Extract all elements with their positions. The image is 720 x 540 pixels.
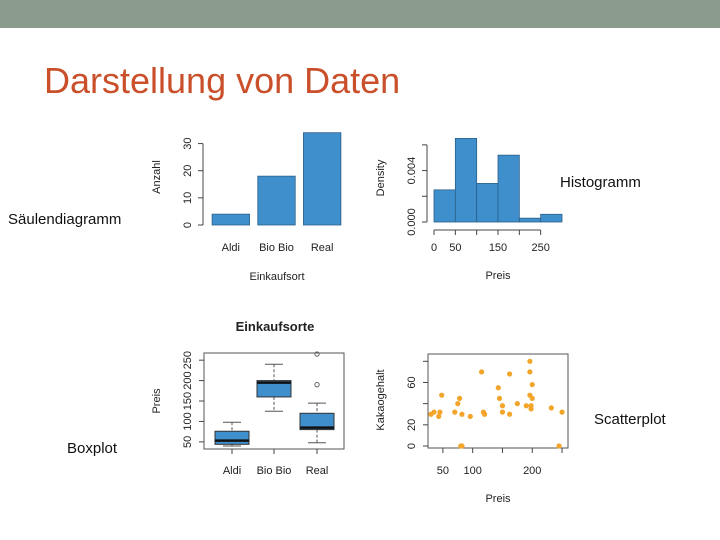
x-tick-label: Bio Bio: [259, 242, 294, 254]
y-axis-label: Preis: [151, 388, 163, 414]
scatter-point: [467, 413, 473, 419]
histogram-bar: [518, 217, 542, 223]
label-histogram: Histogramm: [560, 174, 641, 191]
scatter-point: [529, 395, 535, 401]
scatter-point: [499, 409, 506, 415]
y-axis-label: Kakaogehalt: [375, 369, 387, 430]
scatter-point: [507, 411, 513, 417]
histogram-chart: 0.000 0.004 0 50 150 250 Preis Density: [375, 138, 563, 282]
plot-frame: [427, 353, 569, 449]
y-tick-label: 100: [182, 412, 194, 430]
scatter-point: [527, 369, 533, 375]
x-tick-label: 50: [437, 465, 449, 477]
y-tick-label: 50: [182, 436, 194, 448]
bar: [257, 175, 296, 226]
y-axis-label: Anzahl: [151, 160, 163, 194]
box: [214, 430, 250, 445]
scatter-point: [529, 381, 535, 388]
bar: [303, 132, 342, 226]
x-tick-label: Aldi: [223, 465, 241, 477]
x-axis-label: Preis: [485, 270, 511, 282]
histogram-bar: [540, 213, 563, 223]
scatter-point: [437, 409, 443, 415]
scatter-point: [556, 443, 562, 449]
x-tick-label: 150: [489, 242, 507, 254]
x-tick-label: 0: [431, 242, 437, 254]
label-scatterplot: Scatterplot: [594, 411, 666, 428]
scatter-point: [431, 409, 437, 415]
scatter-point: [455, 401, 461, 407]
scatter-point: [479, 369, 485, 375]
histogram-bar: [454, 138, 478, 223]
outlier-point: [314, 351, 320, 357]
x-tick-label: 200: [523, 465, 541, 477]
scatter-point: [507, 371, 513, 377]
y-tick-label: 20: [406, 419, 418, 431]
outlier-point: [314, 381, 320, 388]
scatter-point: [527, 358, 533, 364]
y-tick-label: 150: [182, 392, 194, 410]
label-bar-chart: Säulendiagramm: [8, 211, 122, 228]
y-tick-label: 30: [182, 137, 194, 149]
x-tick-label: 250: [531, 242, 549, 254]
x-tick-label: Bio Bio: [257, 465, 292, 477]
slide-title: Darstellung von Daten: [44, 60, 401, 101]
scatter-point: [548, 405, 554, 411]
scatter-point: [523, 403, 529, 409]
scatter-point: [514, 401, 520, 407]
scatter-point: [481, 411, 488, 417]
scatter-point: [559, 409, 565, 415]
scatter-point: [499, 403, 506, 409]
boxplot-chart: Einkaufsorte 50 100 150 200 250 Aldi Bio Bio Rea…: [151, 319, 345, 477]
x-tick-label: Real: [306, 465, 329, 477]
histogram-bar: [476, 183, 499, 223]
y-tick-label: 250: [182, 351, 194, 369]
box: [299, 412, 335, 431]
scatter-point: [436, 413, 442, 419]
y-axis-label: Density: [375, 159, 387, 196]
y-tick-label: 0: [182, 222, 194, 228]
x-tick-label: 100: [464, 465, 482, 477]
y-tick-label: 20: [182, 165, 194, 177]
scatter-point: [495, 385, 501, 391]
top-bar: [0, 0, 720, 28]
x-axis-label: Einkaufsort: [249, 271, 304, 283]
y-tick-label: 0.004: [406, 157, 418, 185]
histogram-bar: [433, 189, 456, 223]
label-boxplot: Boxplot: [67, 440, 118, 457]
y-tick-label: 200: [182, 371, 194, 389]
scatter-point: [439, 392, 445, 398]
bar: [211, 213, 250, 226]
y-tick-label: 10: [182, 192, 194, 204]
x-tick-label: 50: [449, 242, 461, 254]
box: [256, 380, 292, 398]
x-tick-label: Real: [311, 242, 334, 254]
y-tick-label: 60: [406, 376, 418, 388]
scatter-point: [528, 406, 534, 412]
scatter-point: [459, 443, 465, 449]
y-tick-label: 0.000: [406, 208, 418, 236]
boxplot-title: Einkaufsorte: [236, 319, 315, 334]
scatter-point: [456, 395, 463, 401]
scatter-point: [452, 409, 458, 415]
x-tick-label: Aldi: [222, 242, 240, 254]
x-axis-label: Preis: [485, 493, 511, 505]
bar-chart: 0 10 20 30 Aldi Bio Bio Real Einkaufsort Anzahl: [151, 132, 342, 283]
histogram-bar: [497, 154, 520, 223]
scatter-chart: 0 20 60 50 100 200 Preis Kakaogehalt: [375, 353, 569, 505]
scatter-point: [496, 395, 503, 401]
y-tick-label: 0: [406, 443, 418, 449]
scatter-point: [459, 411, 465, 417]
